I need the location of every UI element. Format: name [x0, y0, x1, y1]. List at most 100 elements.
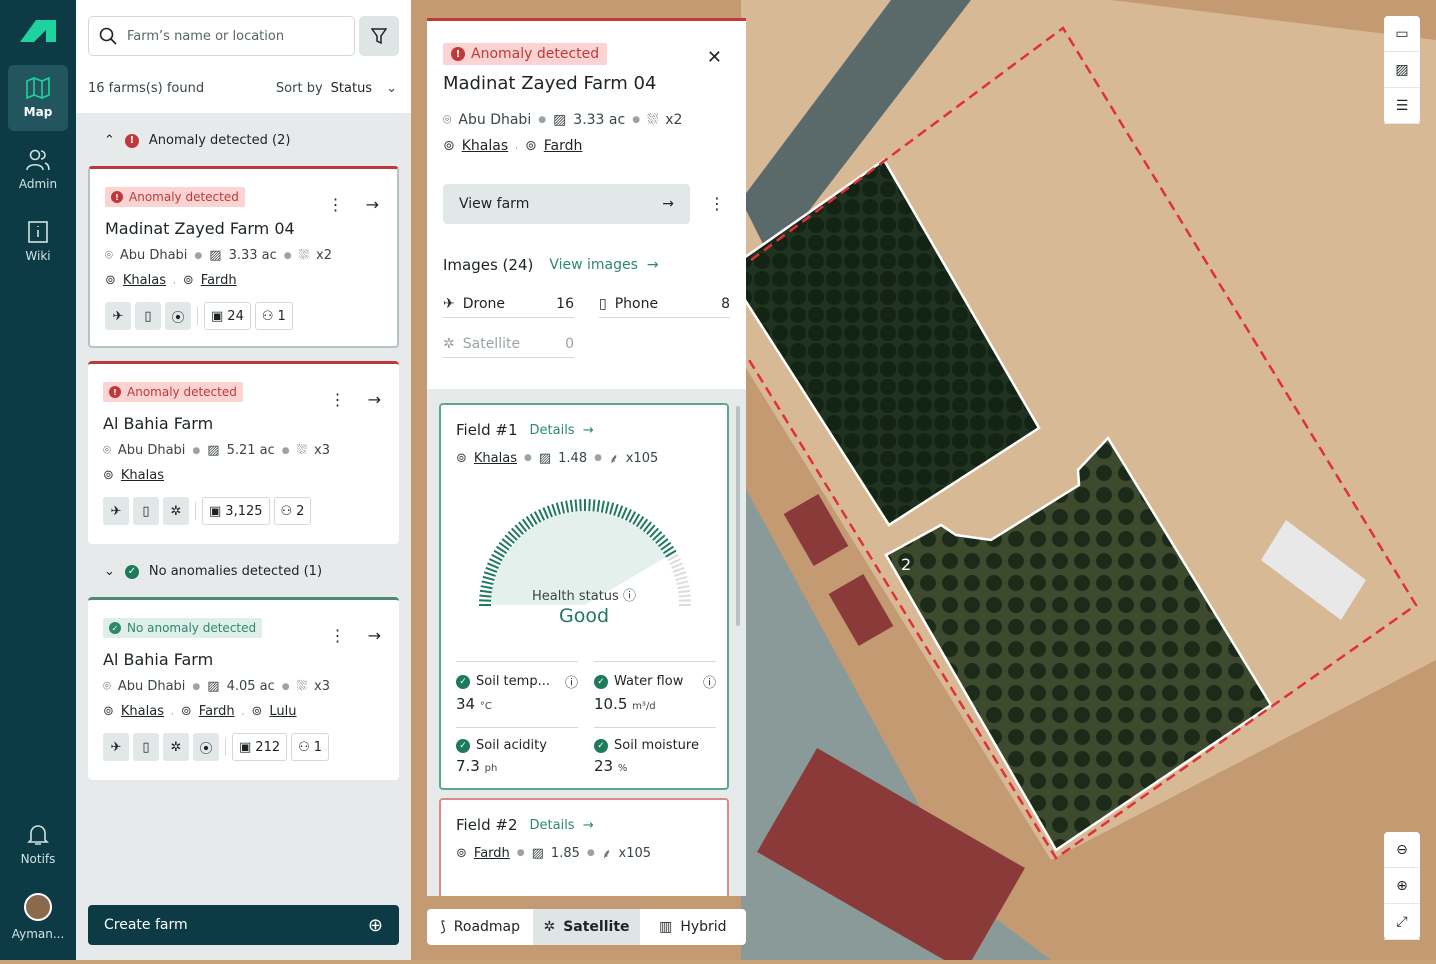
date-variety-icon: ⊚	[251, 704, 263, 719]
group-header-anomaly[interactable]: ⌃! Anomaly detected (2)	[104, 133, 290, 148]
results-count: 16 farms(s) found	[88, 81, 205, 96]
filter-button[interactable]	[359, 16, 399, 56]
arrow-right-icon: →	[662, 196, 674, 212]
zoom-controls: ⊖ ⊕ ⤢	[1384, 832, 1420, 940]
more-icon[interactable]: ⋮	[329, 626, 346, 645]
users-icon	[26, 149, 50, 171]
farm-card[interactable]: ! Anomaly detected ⋮ → Madinat Zayed Farm …	[88, 166, 399, 348]
gauge-tick	[624, 509, 632, 521]
area-icon: ▨	[209, 248, 222, 263]
area-icon: ▨	[531, 845, 544, 861]
search-field[interactable]	[88, 16, 355, 56]
legend-list-icon[interactable]: ☰	[1384, 88, 1420, 124]
variety-link[interactable]: Khalas	[120, 704, 164, 719]
gauge-tick	[493, 549, 505, 558]
satellite-map[interactable]: 2	[411, 0, 1436, 964]
gauge-tick	[617, 505, 624, 518]
images-count: ▣ 3,125	[202, 497, 270, 525]
gauge-tick	[592, 499, 596, 512]
view-images-link[interactable]: View images →	[549, 257, 659, 273]
ruler-icon[interactable]: ▭	[1384, 16, 1420, 52]
gauge-tick	[655, 534, 666, 544]
gauge-tick	[482, 575, 495, 581]
variety-link[interactable]: Fardh	[198, 704, 235, 719]
variety-link[interactable]: Fardh	[543, 138, 583, 154]
map-type-satellite[interactable]: ✲ Satellite	[533, 909, 640, 945]
satellite-icon: ✲	[443, 335, 455, 352]
arrow-right-icon[interactable]: →	[367, 626, 381, 645]
variety-link[interactable]: Fardh	[473, 845, 510, 861]
map-icon	[26, 77, 50, 99]
gauge-tick	[504, 534, 515, 544]
more-icon[interactable]: ⋮	[709, 194, 725, 213]
date-variety-icon: ⊚	[103, 704, 114, 719]
health-label: Health status ⓘ	[532, 589, 636, 604]
map-type-roadmap[interactable]: ⟆ Roadmap	[440, 919, 521, 935]
variety-link[interactable]: Fardh	[200, 273, 237, 288]
field-number-label[interactable]: 2	[901, 555, 911, 574]
view-farm-button[interactable]: View farm →	[443, 184, 690, 224]
scrollbar[interactable]	[736, 406, 740, 626]
main-nav: Map Admin Wiki Notifs Ayman...	[0, 0, 76, 960]
area-icon: ▨	[553, 112, 567, 128]
field-details-link[interactable]: Details →	[529, 422, 594, 438]
fields-icon: ⛆	[296, 679, 308, 694]
gauge-tick	[675, 575, 688, 581]
more-icon[interactable]: ⋮	[327, 195, 344, 214]
field-details-link[interactable]: Details →	[529, 817, 594, 833]
date-variety-icon: ⊚	[525, 138, 537, 154]
variety-link[interactable]: Khalas	[122, 273, 166, 288]
gauge-tick	[609, 502, 615, 515]
gauge-tick	[555, 502, 561, 515]
farm-fields: x3	[314, 679, 331, 694]
map-type-switcher: ⟆ Roadmap ✲ Satellite ▥ Hybrid	[427, 909, 746, 945]
sort-dropdown[interactable]: Sort by Status ⌄	[276, 81, 397, 96]
users-count: ⚇ 1	[291, 733, 330, 761]
farm-location: Abu Dhabi	[117, 679, 186, 694]
variety-link[interactable]: Lulu	[269, 704, 297, 719]
variety-link[interactable]: Khalas	[461, 138, 509, 154]
farm-area: 3.33 ac	[228, 248, 277, 263]
nav-item-user[interactable]: Ayman...	[8, 884, 68, 950]
field-area: 1.48	[558, 450, 588, 466]
nav-item-notifs[interactable]: Notifs	[8, 812, 68, 878]
field-card[interactable]: Field #1 Details → ⊚ Khalas ● ▨ 1.48 ● ⸙ x105 He…	[439, 403, 729, 790]
fullscreen-icon[interactable]: ⤢	[1384, 904, 1420, 940]
road-icon: ⟆	[440, 919, 446, 935]
zoom-in-icon[interactable]: ⊕	[1384, 868, 1420, 904]
arrow-right-icon[interactable]: →	[367, 390, 381, 409]
create-farm-button[interactable]: Create farm ⊕	[88, 905, 399, 945]
date-variety-icon: ⊚	[443, 138, 455, 154]
nav-item-map[interactable]: Map	[8, 65, 68, 131]
group-header-ok[interactable]: ⌄ ✓ No anomalies detected (1)	[104, 564, 322, 579]
more-icon[interactable]: ⋮	[329, 390, 346, 409]
status-badge: ✓ No anomaly detected	[103, 618, 263, 638]
chevron-down-icon: ⌄	[386, 81, 397, 96]
search-input[interactable]	[127, 28, 337, 44]
variety-link[interactable]: Khalas	[473, 450, 517, 466]
filter-icon	[371, 28, 387, 44]
nav-label: Wiki	[25, 249, 51, 263]
farm-area: 3.33 ac	[573, 112, 626, 128]
variety-link[interactable]: Khalas	[120, 468, 164, 483]
app-logo	[20, 20, 56, 42]
chevron-up-icon: ⌃	[104, 133, 115, 148]
gauge-tick	[628, 511, 637, 523]
farm-card[interactable]: ! Anomaly detected ⋮ → Al Bahia Farm ⌾ Abu …	[88, 361, 399, 544]
farm-card[interactable]: ✓ No anomaly detected ⋮ → Al Bahia Farm ⌾ A…	[88, 597, 399, 780]
status-badge: ! Anomaly detected	[103, 382, 243, 402]
nav-item-admin[interactable]: Admin	[8, 137, 68, 203]
check-icon: ✓	[594, 738, 608, 753]
field-card[interactable]: Field #2 Details → ⊚ Fardh ● ▨ 1.85 ● ⸙ x105	[439, 798, 729, 896]
farm-name: Al Bahia Farm	[103, 650, 214, 669]
nav-item-wiki[interactable]: Wiki	[8, 209, 68, 275]
area-draw-icon[interactable]: ▨	[1384, 52, 1420, 88]
gauge-tick	[546, 505, 553, 518]
gauge-tick	[600, 500, 605, 513]
close-icon[interactable]: ✕	[706, 47, 722, 68]
arrow-right-icon[interactable]: →	[365, 195, 379, 214]
gauge-tick	[652, 531, 663, 541]
map-type-hybrid[interactable]: ▥ Hybrid	[659, 919, 727, 935]
sensor-icon: ⦿	[193, 733, 219, 761]
zoom-out-icon[interactable]: ⊖	[1384, 832, 1420, 868]
